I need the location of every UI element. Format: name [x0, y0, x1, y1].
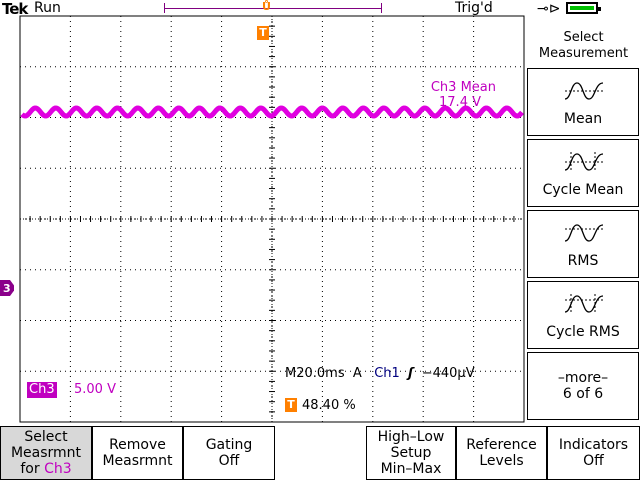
channel-3-marker[interactable]: 3: [0, 280, 14, 296]
remove-measurement-button[interactable]: Remove Measrmnt: [92, 426, 183, 480]
battery-icon: [566, 2, 601, 14]
high-low-setup-button[interactable]: High–Low Setup Min–Max: [366, 426, 456, 480]
brand-logo: Tek: [2, 0, 28, 18]
gating-button[interactable]: Gating Off: [183, 426, 275, 480]
reference-levels-button[interactable]: Reference Levels: [456, 426, 547, 480]
channel-3-badge: Ch3: [27, 382, 57, 398]
more-button[interactable]: –more– 6 of 6: [527, 352, 639, 420]
measurement-label: Ch3 Mean: [430, 80, 496, 95]
trigger-source: Ch1: [374, 366, 400, 381]
record-position-bar: [164, 3, 382, 13]
cycle-mean-button[interactable]: Cycle Mean: [527, 139, 639, 207]
channel-3-scale: 5.00 V: [74, 382, 116, 397]
trigger-point-marker: T: [257, 26, 269, 40]
horizontal-scale: M20.0ms: [285, 366, 345, 381]
mean-button[interactable]: Mean: [527, 68, 639, 136]
trigger-position-value: 48.40 %: [302, 398, 356, 413]
cycle-mean-waveform-icon: [564, 152, 604, 172]
rising-edge-icon: ʃ: [408, 366, 414, 381]
trigger-level: −440μV: [421, 366, 475, 381]
ch3-waveform: [20, 105, 524, 119]
graticule: [19, 15, 525, 423]
measurement-value: 17.4 V: [439, 95, 481, 110]
rms-button[interactable]: RMS: [527, 210, 639, 278]
indicators-button[interactable]: Indicators Off: [547, 426, 640, 480]
select-measurement-for-ch3-button[interactable]: Select Measrmnt for Ch3: [0, 426, 92, 480]
cycle-rms-button[interactable]: Cycle RMS: [527, 281, 639, 349]
mean-waveform-icon: [564, 82, 604, 100]
svg-text:3: 3: [3, 282, 11, 295]
rms-waveform-icon: [564, 224, 604, 242]
acquisition-status: Run: [34, 0, 61, 16]
trigger-position-icon: T: [285, 398, 297, 412]
acquisition-mode: A: [352, 366, 362, 381]
menu-title: Select Measurement: [538, 30, 629, 61]
cycle-rms-waveform-icon: [564, 294, 604, 314]
trigger-position-icon: Ů: [262, 0, 271, 13]
timebase-readout: M20.0ms A Ch1 ʃ −440μV: [285, 366, 475, 381]
trigger-status: Trig'd: [455, 0, 493, 16]
plug-icon: ⊸⊳: [537, 1, 561, 17]
